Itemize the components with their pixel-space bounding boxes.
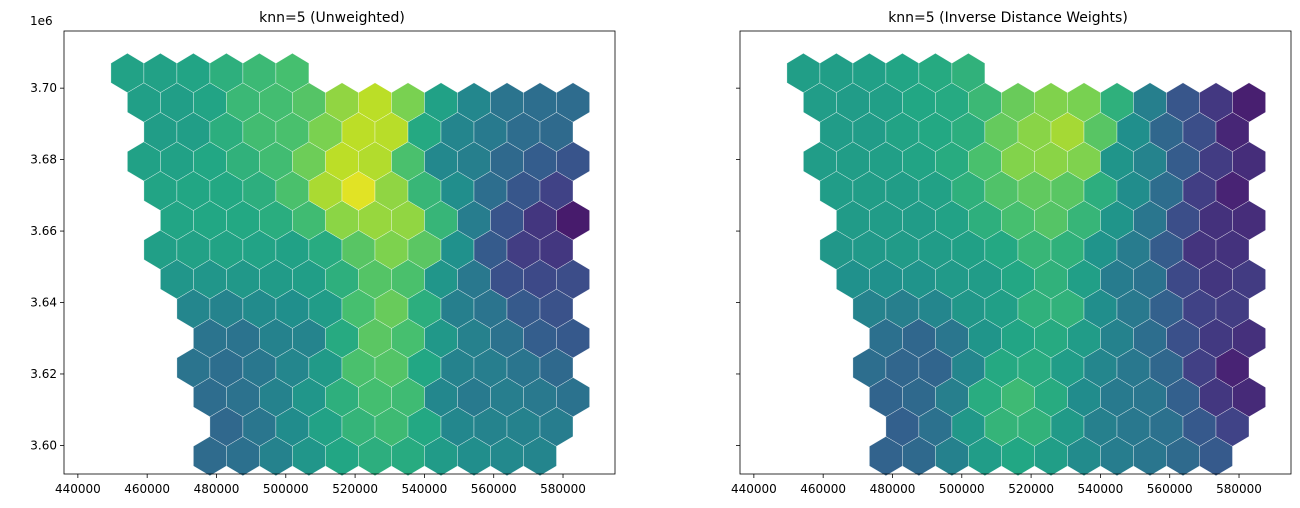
plot-frame-unweighted	[63, 30, 616, 475]
hex-cell	[275, 53, 310, 93]
x-tick-label: 500000	[263, 482, 309, 496]
y-tick-label: 3.62	[30, 367, 57, 381]
hex-cells-idw	[786, 53, 1266, 477]
hex-cells-unweighted	[110, 53, 590, 477]
x-tick-label: 500000	[939, 482, 985, 496]
y-tick-label: 3.68	[30, 153, 57, 167]
x-tick-label: 560000	[471, 482, 517, 496]
hex-cell	[1232, 82, 1266, 123]
x-tick-label: 580000	[1216, 482, 1262, 496]
x-tick-label: 580000	[540, 482, 586, 496]
x-tick-label: 460000	[124, 482, 170, 496]
x-axis-idw: 440000 460000 480000 500000 520000 540000 5600…	[731, 474, 1262, 496]
y-axis-idw	[736, 87, 740, 446]
x-tick-label: 460000	[800, 482, 846, 496]
x-tick-label: 560000	[1147, 482, 1193, 496]
x-tick-label: 440000	[55, 482, 101, 496]
x-tick-label: 520000	[332, 482, 378, 496]
y-tick-label: 3.66	[30, 224, 57, 238]
x-tick-label: 540000	[401, 482, 447, 496]
x-tick-label: 480000	[194, 482, 240, 496]
y-tick-label: 3.64	[30, 296, 57, 310]
y-axis-unweighted: 3.60 3.62 3.64 3.66 3.68 3.70	[30, 81, 64, 452]
panel-unweighted: knn=5 (Unweighted) 1e6 440000 460000 48000…	[30, 10, 616, 496]
x-tick-label: 520000	[1008, 482, 1054, 496]
y-tick-label: 3.60	[30, 438, 57, 452]
chart-title-idw: knn=5 (Inverse Distance Weights)	[888, 10, 1128, 26]
panel-idw: knn=5 (Inverse Distance Weights) 440000 4…	[731, 10, 1292, 496]
x-tick-label: 540000	[1077, 482, 1123, 496]
y-offset-label: 1e6	[30, 14, 53, 28]
x-tick-label: 440000	[731, 482, 777, 496]
x-tick-label: 480000	[870, 482, 916, 496]
y-tick-label: 3.70	[30, 81, 57, 95]
plot-frame-idw	[739, 30, 1292, 475]
hex-cell	[951, 53, 986, 93]
hex-cell	[556, 82, 590, 123]
x-axis-unweighted: 440000 460000 480000 500000 520000 540000 5600…	[55, 474, 586, 496]
chart-title-unweighted: knn=5 (Unweighted)	[259, 10, 405, 26]
